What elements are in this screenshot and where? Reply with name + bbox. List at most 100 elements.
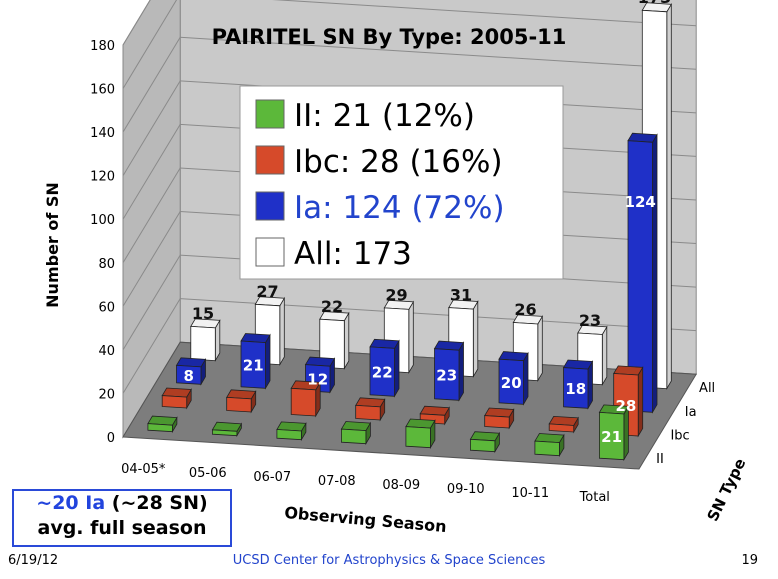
- data-label: 21: [601, 428, 622, 446]
- z-tick-label: II: [656, 452, 664, 467]
- bar-ia: [627, 140, 653, 413]
- legend-entry: All: 173: [294, 236, 412, 272]
- bar-side: [523, 351, 529, 406]
- data-label: 23: [579, 311, 601, 330]
- y-axis-label: Number of SN: [43, 182, 62, 308]
- data-label: 27: [256, 282, 278, 301]
- bar-side: [458, 341, 464, 402]
- y-tick-label: 60: [98, 300, 115, 315]
- legend-entry: Ia: 124 (72%): [294, 190, 505, 226]
- data-label: 124: [625, 193, 656, 211]
- y-tick-label: 180: [90, 39, 115, 54]
- bar-ibc: [161, 395, 188, 409]
- bar-ii: [405, 426, 431, 449]
- bar-side: [601, 325, 608, 387]
- bar-side: [394, 339, 400, 398]
- bar-side: [637, 365, 644, 438]
- z-tick-label: Ia: [685, 405, 697, 420]
- y-tick-label: 120: [90, 170, 115, 185]
- annotation-line2: avg. full season: [37, 517, 207, 539]
- x-axis-label: Observing Season: [284, 503, 448, 536]
- bar-ii: [534, 440, 560, 457]
- data-label: 20: [501, 374, 522, 392]
- y-tick-label: 80: [98, 257, 115, 272]
- legend-swatch: [255, 145, 285, 175]
- data-label: 23: [436, 366, 457, 384]
- bar-side: [265, 333, 271, 390]
- footer-page-number: 19: [741, 553, 758, 568]
- bar-ii: [340, 428, 367, 445]
- annotation-sn: (~28 SN): [105, 492, 208, 514]
- annotation-ia: ~20 Ia: [36, 492, 106, 514]
- data-label: 26: [514, 300, 536, 319]
- y-tick-label: 140: [90, 126, 115, 141]
- data-label: 28: [615, 397, 636, 415]
- data-label: 173: [638, 0, 671, 7]
- bar-side: [408, 300, 414, 375]
- data-label: 31: [450, 285, 472, 304]
- bar-ibc: [355, 404, 381, 421]
- data-label: 18: [565, 380, 586, 398]
- x-tick-label: 09-10: [447, 482, 485, 497]
- data-label: 15: [192, 304, 214, 323]
- data-label: 21: [243, 357, 264, 375]
- data-label: 8: [183, 367, 193, 385]
- legend: [239, 85, 564, 280]
- y-tick-label: 0: [107, 431, 115, 446]
- gridline: [122, 0, 697, 89]
- z-tick-label: Ibc: [670, 428, 689, 443]
- bar-ia: [369, 346, 395, 397]
- legend-entry: II: 21 (12%): [294, 98, 475, 134]
- bar-all: [319, 318, 345, 370]
- bar-ia: [240, 340, 266, 389]
- legend-swatch: [255, 191, 285, 221]
- bar-ibc: [548, 423, 575, 433]
- x-tick-label: 06-07: [253, 470, 291, 485]
- bar-side: [472, 300, 479, 379]
- bar-ia: [176, 364, 202, 385]
- z-tick-label: All: [699, 381, 715, 396]
- bar-side: [537, 314, 543, 383]
- x-tick-label: 07-08: [318, 474, 356, 489]
- y-tick-label: 20: [98, 387, 115, 402]
- x-tick-label: 08-09: [382, 478, 420, 493]
- footer-center: UCSD Center for Astrophysics & Space Sci…: [232, 553, 546, 568]
- bar-ia: [563, 367, 589, 409]
- x-tick-label: 05-06: [189, 466, 227, 481]
- y-tick-label: 160: [90, 83, 115, 98]
- data-label: 29: [385, 286, 407, 305]
- bar-side: [279, 296, 285, 367]
- footer-date: 6/19/12: [8, 553, 59, 568]
- data-label: 22: [372, 364, 393, 382]
- bar-ia: [498, 358, 524, 405]
- bar-ibc: [290, 387, 317, 417]
- x-tick-label: Total: [579, 490, 610, 505]
- legend-swatch: [255, 237, 285, 267]
- legend-swatch: [255, 99, 285, 129]
- bar-ii: [599, 411, 625, 461]
- bar-ii: [276, 429, 302, 441]
- bar-ii: [211, 429, 238, 437]
- bar-all: [190, 325, 216, 362]
- bar-ia: [434, 348, 460, 401]
- bar-side: [666, 2, 672, 391]
- gridline: [122, 36, 697, 133]
- bar-ii: [147, 423, 173, 433]
- data-label: 12: [307, 370, 328, 388]
- bar-ii: [469, 438, 496, 453]
- bar-ibc: [484, 415, 510, 429]
- bar-ibc: [226, 396, 252, 413]
- z-axis-label: SN Type: [704, 455, 750, 524]
- x-tick-label: 10-11: [511, 486, 549, 501]
- x-tick-label: 04-05*: [121, 462, 166, 477]
- gridline: [122, 0, 151, 46]
- bar-side: [343, 311, 350, 371]
- legend-entry: Ibc: 28 (16%): [294, 144, 503, 180]
- bar-side: [652, 133, 658, 414]
- data-label: 22: [321, 297, 343, 316]
- annotation-box: ~20 Ia (~28 SN) avg. full season: [12, 489, 232, 547]
- y-tick-label: 40: [98, 344, 115, 359]
- y-tick-label: 100: [90, 213, 115, 228]
- chart-title: PAIRITEL SN By Type: 2005-11: [212, 25, 567, 49]
